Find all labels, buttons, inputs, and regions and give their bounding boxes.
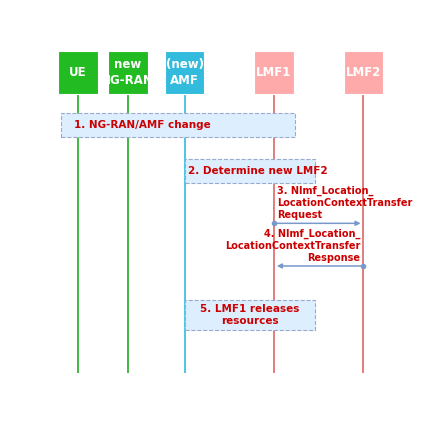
- FancyBboxPatch shape: [344, 51, 383, 94]
- FancyBboxPatch shape: [185, 300, 315, 330]
- FancyBboxPatch shape: [61, 112, 295, 137]
- FancyBboxPatch shape: [254, 51, 294, 94]
- Text: LMF1: LMF1: [256, 66, 292, 79]
- Text: new
NG-RAN: new NG-RAN: [101, 58, 154, 87]
- Text: 1. NG-RAN/AMF change: 1. NG-RAN/AMF change: [75, 120, 211, 130]
- Text: 3. Nlmf_Location_
LocationContextTransfer
Request: 3. Nlmf_Location_ LocationContextTransfe…: [278, 186, 413, 220]
- Text: 4. Nlmf_Location_
LocationContextTransfer
Response: 4. Nlmf_Location_ LocationContextTransfe…: [225, 228, 360, 263]
- FancyBboxPatch shape: [58, 51, 98, 94]
- Text: 2. Determine new LMF2: 2. Determine new LMF2: [188, 166, 328, 176]
- FancyBboxPatch shape: [108, 51, 147, 94]
- Text: (new)
AMF: (new) AMF: [166, 58, 203, 87]
- Text: 5. LMF1 releases
resources: 5. LMF1 releases resources: [200, 304, 300, 326]
- FancyBboxPatch shape: [185, 158, 315, 183]
- Text: UE: UE: [69, 66, 87, 79]
- FancyBboxPatch shape: [165, 51, 204, 94]
- Text: LMF2: LMF2: [346, 66, 381, 79]
